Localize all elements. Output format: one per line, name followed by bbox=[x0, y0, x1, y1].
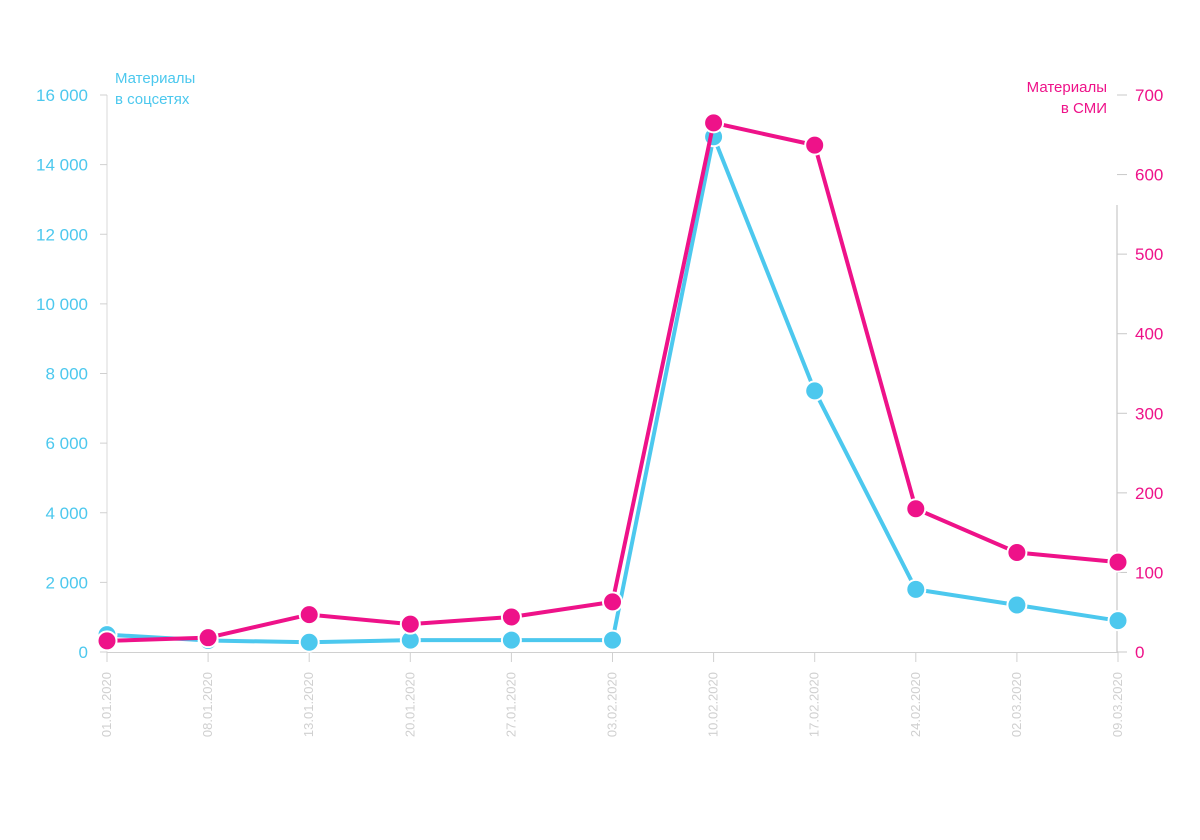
left-axis-title-line2: в соцсетях bbox=[115, 91, 190, 108]
series-point bbox=[197, 627, 219, 649]
right-tick-label: 200 bbox=[1135, 484, 1163, 503]
left-tick-label: 8 000 bbox=[45, 365, 88, 384]
x-tick-label: 24.02.2020 bbox=[908, 672, 923, 737]
series-point bbox=[298, 631, 320, 653]
x-tick-label: 17.02.2020 bbox=[807, 672, 822, 737]
right-tick-label: 400 bbox=[1135, 325, 1163, 344]
series-point bbox=[1006, 594, 1028, 616]
right-axis-title-line2: в СМИ bbox=[1060, 100, 1107, 117]
series-point bbox=[298, 604, 320, 626]
x-tick-label: 20.01.2020 bbox=[402, 672, 417, 737]
left-tick-label: 2 000 bbox=[45, 573, 88, 592]
series-point bbox=[500, 629, 522, 651]
right-tick-label: 300 bbox=[1135, 404, 1163, 423]
series-point bbox=[1107, 610, 1129, 632]
x-tick-label: 02.03.2020 bbox=[1009, 672, 1024, 737]
x-tick-label: 01.01.2020 bbox=[99, 672, 114, 737]
right-axis-title: Материалы в СМИ bbox=[1027, 77, 1107, 119]
left-axis-title-line1: Материалы bbox=[115, 70, 196, 87]
series-line bbox=[105, 120, 1120, 643]
series-point bbox=[96, 630, 118, 652]
right-tick-label: 700 bbox=[1135, 86, 1163, 105]
left-tick-label: 6 000 bbox=[45, 434, 88, 453]
left-tick-label: 16 000 bbox=[36, 86, 88, 105]
right-axis-title-line1: Материалы bbox=[1026, 79, 1107, 96]
x-tick-label: 13.01.2020 bbox=[301, 672, 316, 737]
x-tick-label: 08.01.2020 bbox=[200, 672, 215, 737]
x-tick-label: 03.02.2020 bbox=[605, 672, 620, 737]
left-tick-label: 4 000 bbox=[45, 504, 88, 523]
left-tick-label: 12 000 bbox=[36, 225, 88, 244]
x-tick-label: 27.01.2020 bbox=[503, 672, 518, 737]
left-tick-label: 10 000 bbox=[36, 295, 88, 314]
series-line bbox=[105, 134, 1120, 645]
series-point bbox=[602, 591, 623, 613]
left-axis-title: Материалы в соцсетях bbox=[115, 68, 195, 110]
series-point bbox=[602, 629, 623, 651]
x-tick-label: 09.03.2020 bbox=[1110, 672, 1125, 737]
series-point bbox=[500, 606, 522, 628]
right-tick-label: 100 bbox=[1135, 563, 1163, 582]
series-point bbox=[703, 112, 725, 134]
series-point bbox=[399, 613, 421, 635]
series-point bbox=[804, 134, 826, 156]
x-tick-label: 10.02.2020 bbox=[706, 672, 721, 737]
series-point bbox=[905, 578, 927, 600]
left-tick-label: 14 000 bbox=[36, 156, 88, 175]
series-point bbox=[804, 380, 826, 402]
right-tick-label: 500 bbox=[1135, 245, 1163, 264]
left-tick-label: 0 bbox=[79, 643, 88, 662]
series-point bbox=[905, 498, 927, 520]
right-tick-label: 0 bbox=[1135, 643, 1144, 662]
series-point bbox=[1006, 542, 1028, 564]
right-tick-label: 600 bbox=[1135, 166, 1163, 185]
series-point bbox=[1107, 551, 1129, 573]
